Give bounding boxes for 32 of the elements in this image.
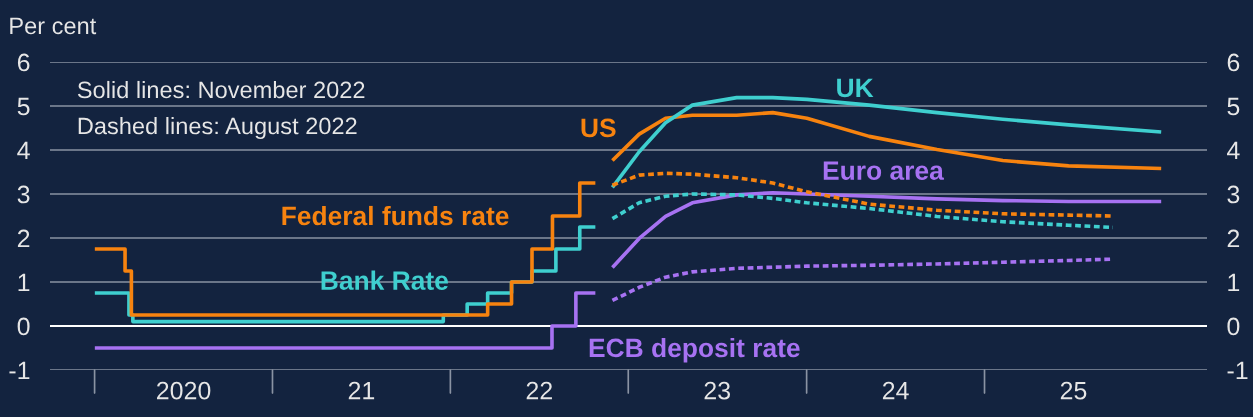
y2-tick-label: 5	[1227, 97, 1240, 116]
y2-tick-label: 2	[1227, 229, 1240, 248]
x-tick-label: 23	[704, 381, 731, 400]
line-series	[610, 190, 1163, 270]
y-tick-label: 1	[18, 273, 30, 292]
series-label: ECB deposit rate	[589, 337, 800, 363]
x-tick-label: 24	[882, 381, 909, 400]
y2-tick-label: 6	[1227, 53, 1240, 72]
y-axis-title: Per cent	[10, 17, 97, 35]
x-tick-label: 22	[526, 381, 552, 400]
y2-tick-label: 3	[1227, 185, 1240, 204]
y-tick-label: 5	[17, 97, 30, 116]
y-tick-label: 6	[17, 53, 30, 72]
y-tick-label: 0	[17, 317, 30, 336]
y-tick-label: 2	[17, 229, 30, 248]
series-label: Bank Rate	[321, 270, 448, 290]
series-label: Federal funds rate	[282, 205, 509, 226]
annotation: Solid lines: November 2022	[77, 80, 365, 99]
series-label: US	[581, 118, 616, 138]
y-tick-label: 4	[17, 141, 30, 160]
y2-tick-label: 4	[1227, 141, 1240, 160]
x-tick-label: 2020	[156, 381, 211, 400]
y2-tick-label: 0	[1227, 317, 1240, 336]
x-tick-label: 25	[1060, 381, 1087, 400]
x-tick-label: 21	[348, 381, 375, 400]
series-label: Euro area	[823, 161, 944, 180]
annotation: Dashed lines: August 2022	[78, 117, 357, 140]
y2-tick-label: -1	[1227, 361, 1248, 380]
y-tick-label: -1	[9, 361, 30, 380]
series-label: UK	[837, 78, 874, 98]
y2-tick-label: 1	[1228, 273, 1240, 292]
y-tick-label: 3	[17, 185, 30, 204]
